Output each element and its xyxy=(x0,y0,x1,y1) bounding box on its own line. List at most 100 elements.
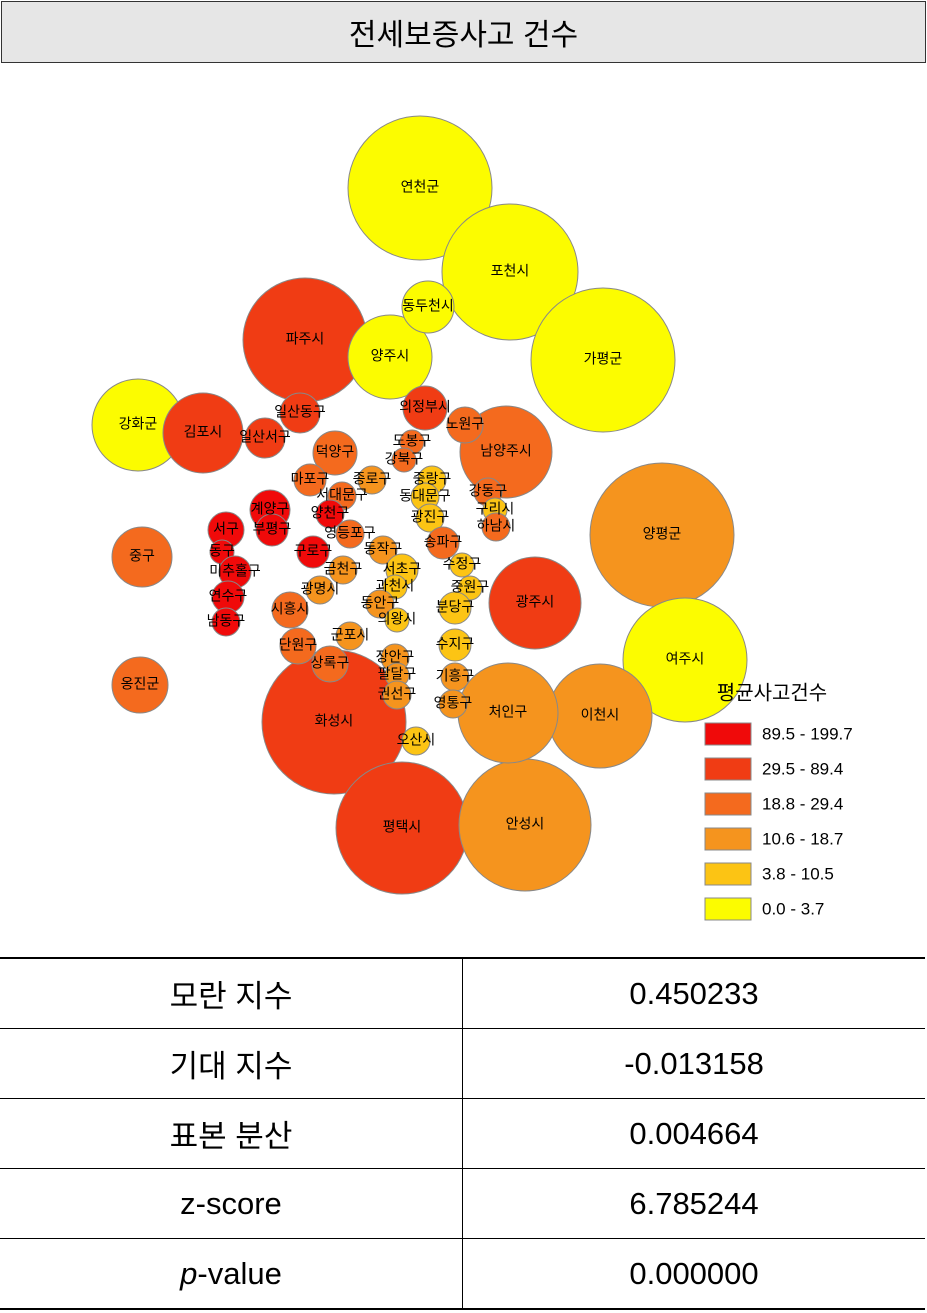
region xyxy=(449,552,475,578)
legend-swatch xyxy=(704,862,752,886)
cell-value: 6.785244 xyxy=(629,1185,759,1221)
region-label: 양주시 xyxy=(371,348,410,364)
region-label: 종로구 xyxy=(353,471,392,487)
region-label: 의왕시 xyxy=(378,611,417,627)
region xyxy=(481,512,511,542)
table-cell: z-score xyxy=(0,1168,463,1239)
region xyxy=(488,556,582,650)
region xyxy=(438,689,468,719)
region xyxy=(315,499,345,529)
table-row: p-value 0.000000 xyxy=(0,1238,925,1309)
table-cell: 0.004664 xyxy=(462,1098,925,1169)
region xyxy=(211,607,241,637)
region-label: 구리시 xyxy=(476,501,515,517)
table-cell: 0.000000 xyxy=(462,1238,925,1309)
region xyxy=(441,203,579,341)
region-label: 부평구 xyxy=(253,521,292,537)
region-label: 안성시 xyxy=(506,816,545,832)
region-label: 금천구 xyxy=(324,561,363,577)
region-label: 동구 xyxy=(209,543,235,559)
region xyxy=(391,447,417,473)
region xyxy=(426,526,460,560)
stats-table: 모란 지수 0.450233 기대 지수 -0.013158 표본 분산 0.004664… xyxy=(0,957,925,1310)
region-label: 남동구 xyxy=(207,613,246,629)
region xyxy=(402,385,448,431)
region-label: 화성시 xyxy=(315,713,354,729)
legend-swatch xyxy=(704,792,752,816)
region xyxy=(347,115,493,261)
cell-label: 표본 분산 xyxy=(169,1119,293,1154)
legend-swatch xyxy=(704,757,752,781)
region-label: 중랑구 xyxy=(413,471,452,487)
title: 전세보증사고 건수 xyxy=(1,1,926,63)
table-row: z-score 6.785244 xyxy=(0,1168,925,1239)
region-label: 송파구 xyxy=(424,534,463,550)
region-label: 의정부시 xyxy=(399,399,451,415)
legend-label: 18.8 - 29.4 xyxy=(762,794,843,813)
legend-swatch xyxy=(704,722,752,746)
cell-label: p-value xyxy=(180,1255,282,1291)
region-label: 수지구 xyxy=(436,636,475,652)
region-label: 남양주시 xyxy=(480,443,532,459)
region xyxy=(438,591,472,625)
region-label: 연수구 xyxy=(209,588,248,604)
table-row: 모란 지수 0.450233 xyxy=(0,957,925,1029)
region-label: 시흥시 xyxy=(271,601,310,617)
cell-label: 모란 지수 xyxy=(169,979,293,1014)
legend-label: 3.8 - 10.5 xyxy=(762,864,834,883)
legend-label: 89.5 - 199.7 xyxy=(762,724,853,743)
region-label: 하남시 xyxy=(477,518,516,534)
region-label: 미추홀구 xyxy=(209,563,261,579)
region xyxy=(279,627,317,665)
region xyxy=(328,555,358,585)
region-label: 서대문구 xyxy=(316,487,368,503)
region xyxy=(296,535,330,569)
region-label: 일산서구 xyxy=(239,429,291,445)
region xyxy=(279,392,321,434)
region xyxy=(368,535,398,565)
legend-label: 0.0 - 3.7 xyxy=(762,899,824,918)
table-cell: 0.450233 xyxy=(462,957,925,1029)
table-row: 표본 분산 0.004664 xyxy=(0,1098,925,1169)
region-label: 기흥구 xyxy=(436,668,475,684)
region-label: 일산동구 xyxy=(274,404,326,420)
region-label: 동대문구 xyxy=(399,488,451,504)
region-label: 파주시 xyxy=(286,331,325,347)
region-label: 동안구 xyxy=(361,595,400,611)
region xyxy=(382,680,412,710)
region-label: 동두천시 xyxy=(402,298,454,314)
cell-value: 0.450233 xyxy=(629,975,759,1011)
region xyxy=(162,392,244,474)
cell-value: 0.004664 xyxy=(629,1115,759,1151)
region-label: 영등포구 xyxy=(324,525,376,541)
legend-label: 10.6 - 18.7 xyxy=(762,829,843,848)
region-label: 광주시 xyxy=(516,594,555,610)
legend-swatch xyxy=(704,827,752,851)
region-label: 강화군 xyxy=(119,416,158,432)
cell-label: 기대 지수 xyxy=(169,1049,293,1084)
region-label: 연천군 xyxy=(401,179,440,195)
region-label: 평택시 xyxy=(383,819,422,835)
region xyxy=(438,628,472,662)
region-label: 도봉구 xyxy=(393,433,432,449)
region xyxy=(311,645,349,683)
region-label: 팔달구 xyxy=(378,666,417,682)
legend-title: 평균사고건수 xyxy=(717,681,827,704)
region-label: 포천시 xyxy=(491,263,530,279)
region-label: 계양구 xyxy=(251,501,290,517)
region xyxy=(255,513,289,547)
region-label: 동작구 xyxy=(364,541,403,557)
region xyxy=(415,503,445,533)
region-label: 영통구 xyxy=(434,695,473,711)
region-label: 상록구 xyxy=(311,655,350,671)
region-label: 오산시 xyxy=(397,732,436,748)
table-cell: 6.785244 xyxy=(462,1168,925,1239)
region-label: 권선구 xyxy=(378,686,417,702)
region xyxy=(365,589,395,619)
region-label: 여주시 xyxy=(666,651,705,667)
region-label: 중구 xyxy=(129,548,155,564)
table-cell: p-value xyxy=(0,1238,463,1309)
region-label: 광명시 xyxy=(301,581,340,597)
